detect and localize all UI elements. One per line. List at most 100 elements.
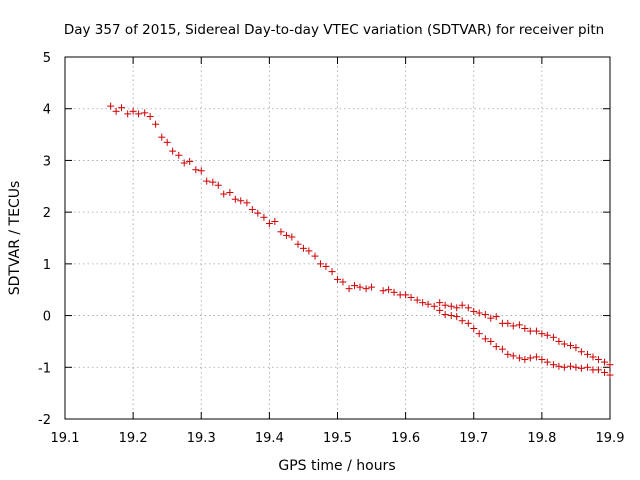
data-point	[526, 354, 534, 362]
y-tick-label: 4	[43, 103, 51, 118]
data-point	[379, 287, 387, 295]
data-point	[521, 356, 529, 364]
data-point	[141, 109, 149, 117]
y-tick-label: 2	[43, 206, 51, 221]
data-point	[566, 342, 574, 350]
data-point	[555, 337, 563, 345]
x-tick-label: 19.9	[596, 431, 625, 446]
data-point	[566, 362, 574, 370]
data-point	[487, 314, 495, 322]
data-point	[265, 220, 273, 228]
data-point	[180, 159, 188, 167]
data-point	[345, 285, 353, 293]
data-point	[532, 353, 540, 361]
data-point	[124, 110, 132, 118]
data-point	[594, 356, 602, 364]
data-point	[606, 361, 614, 369]
data-point	[543, 358, 551, 366]
x-axis-label: GPS time / hours	[278, 458, 395, 474]
data-point	[305, 247, 313, 255]
data-point	[226, 188, 234, 196]
data-point	[441, 311, 449, 319]
data-point	[464, 304, 472, 312]
data-point	[441, 301, 449, 309]
data-point	[271, 217, 279, 225]
data-point	[237, 197, 245, 205]
data-point	[294, 240, 302, 248]
y-tick-label: -1	[38, 361, 51, 376]
data-point	[447, 302, 455, 310]
data-point	[299, 244, 307, 252]
data-point	[186, 157, 194, 165]
data-point	[146, 112, 154, 120]
data-point	[481, 311, 489, 319]
data-point	[260, 213, 268, 221]
data-point	[424, 300, 432, 308]
data-points	[107, 102, 614, 379]
data-point	[572, 344, 580, 352]
y-tick-label: 0	[43, 310, 51, 325]
data-point	[577, 348, 585, 356]
y-tick-label: 5	[43, 51, 51, 66]
data-point	[197, 167, 205, 175]
data-point	[526, 327, 534, 335]
data-point	[504, 350, 512, 358]
data-point	[594, 366, 602, 374]
x-tick-label: 19.2	[119, 431, 148, 446]
data-point	[351, 282, 359, 290]
data-point	[475, 309, 483, 317]
data-point	[385, 286, 393, 294]
data-point	[152, 120, 160, 128]
data-point	[532, 327, 540, 335]
x-tick-label: 19.4	[255, 431, 284, 446]
data-point	[577, 364, 585, 372]
y-tick-label: -2	[38, 413, 51, 428]
data-point	[107, 102, 115, 110]
data-point	[584, 363, 592, 371]
data-point	[248, 206, 256, 214]
data-point	[356, 283, 364, 291]
data-point	[254, 209, 262, 217]
data-point	[601, 358, 609, 366]
data-point	[470, 325, 478, 332]
data-point	[572, 363, 580, 371]
data-point	[453, 304, 461, 312]
data-point	[560, 340, 568, 348]
x-tick-label: 19.7	[459, 431, 488, 446]
data-point	[311, 252, 319, 260]
y-axis-tick-labels: -2 -1 0 1 2 3 4 5	[38, 51, 51, 428]
x-tick-label: 19.1	[51, 431, 80, 446]
data-point	[515, 354, 523, 362]
data-point	[175, 151, 183, 159]
data-point	[515, 321, 523, 329]
data-point	[163, 138, 171, 146]
data-point	[606, 371, 614, 379]
data-point	[560, 363, 568, 371]
data-point	[328, 268, 336, 276]
x-tick-label: 19.5	[323, 431, 352, 446]
data-point	[203, 177, 211, 185]
data-point	[589, 353, 597, 361]
data-point	[458, 301, 466, 309]
data-point	[453, 313, 461, 321]
data-point	[492, 313, 500, 321]
data-point	[118, 104, 126, 112]
data-point	[481, 335, 489, 343]
data-point	[549, 361, 557, 369]
y-tick-label: 1	[43, 258, 51, 273]
data-point	[209, 178, 217, 186]
y-tick-label: 3	[43, 154, 51, 169]
data-point	[220, 190, 228, 198]
data-point	[436, 299, 444, 307]
data-point	[419, 299, 427, 307]
x-tick-label: 19.3	[187, 431, 216, 446]
data-point	[538, 330, 546, 338]
axis-ticks	[64, 56, 611, 420]
data-point	[112, 107, 120, 115]
data-point	[492, 343, 500, 351]
data-point	[543, 331, 551, 339]
data-point	[334, 275, 341, 283]
data-point	[135, 110, 143, 118]
data-point	[430, 302, 438, 310]
